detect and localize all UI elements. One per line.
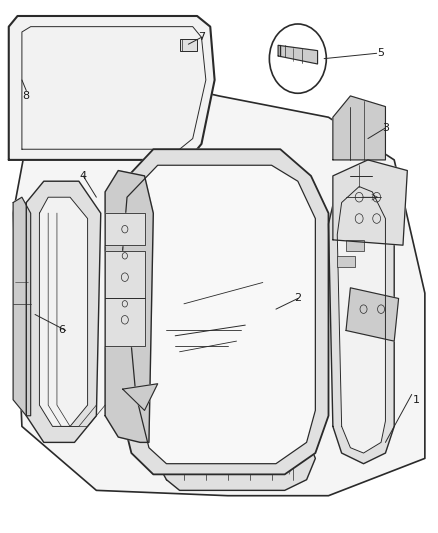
Polygon shape (158, 426, 315, 490)
Polygon shape (9, 16, 215, 160)
Polygon shape (105, 298, 145, 346)
Polygon shape (333, 160, 407, 245)
Text: 7: 7 (198, 33, 205, 42)
Bar (346, 240, 364, 251)
Polygon shape (26, 181, 101, 442)
Polygon shape (337, 187, 385, 453)
Polygon shape (39, 197, 88, 426)
Circle shape (269, 24, 326, 93)
Polygon shape (105, 171, 153, 442)
Polygon shape (105, 213, 145, 245)
Polygon shape (123, 384, 158, 410)
Polygon shape (328, 171, 394, 464)
Polygon shape (346, 288, 399, 341)
Polygon shape (110, 149, 328, 474)
Text: 6: 6 (58, 326, 65, 335)
Polygon shape (13, 197, 31, 416)
Bar (180, 39, 197, 51)
Polygon shape (123, 165, 315, 464)
Text: 1: 1 (413, 395, 420, 405)
Bar (337, 256, 355, 266)
Polygon shape (333, 96, 385, 160)
Text: 4: 4 (80, 171, 87, 181)
Polygon shape (105, 251, 145, 298)
Polygon shape (278, 45, 318, 64)
Text: 2: 2 (294, 294, 301, 303)
Text: 8: 8 (23, 91, 30, 101)
Text: 3: 3 (382, 123, 389, 133)
Text: 5: 5 (378, 49, 385, 58)
Polygon shape (13, 64, 425, 496)
